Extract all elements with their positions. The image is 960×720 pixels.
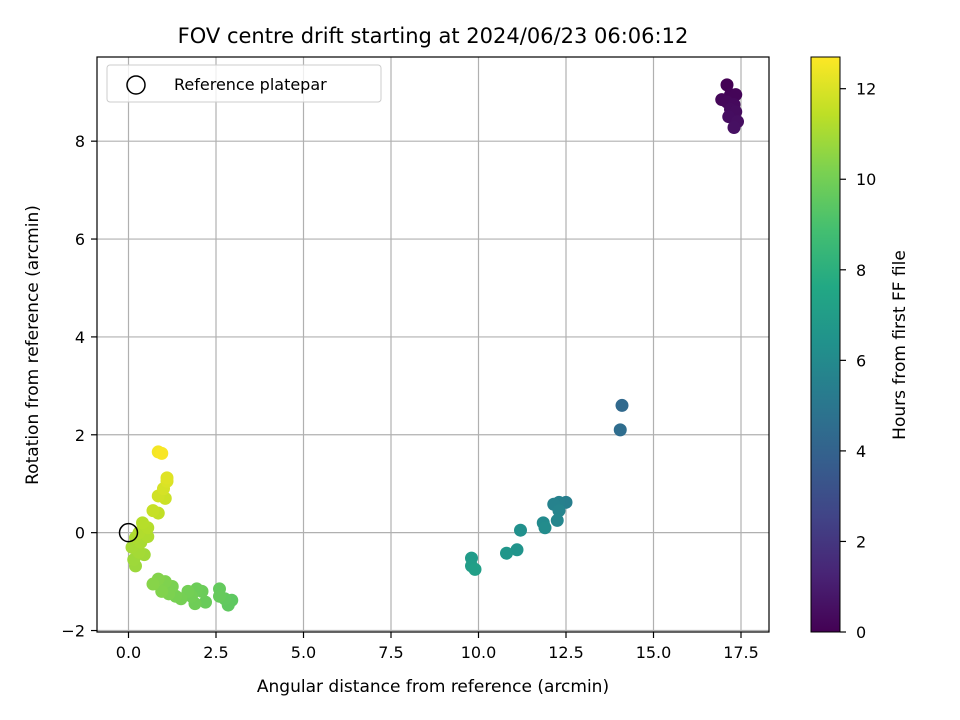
colorbar-label: Hours from first FF file [890,250,910,440]
x-tick-label: 5.0 [291,643,316,662]
chart-title: FOV centre drift starting at 2024/06/23 … [178,24,689,48]
data-point [160,471,174,485]
x-tick-label: 12.5 [548,643,584,662]
y-axis-ticks: −2 0 2 4 6 8 [61,132,97,641]
data-points [125,78,744,612]
colorbar-tick-label: 2 [856,532,866,551]
data-point [500,546,513,560]
x-tick-label: 0.0 [116,643,141,662]
colorbar-tick-label: 12 [856,80,876,99]
colorbar-tick-label: 10 [856,170,876,189]
colorbar-tick-label: 6 [856,351,866,370]
data-point [146,504,160,518]
grid-lines [97,57,769,632]
legend: Reference platepar [106,64,382,103]
x-axis-ticks: 0.0 2.5 5.0 7.5 10.0 12.5 15.0 17.5 [116,632,759,662]
x-axis-label: Angular distance from reference (arcmin) [257,677,609,697]
legend-box [106,64,382,103]
x-tick-label: 2.5 [203,643,228,662]
y-axis-label: Rotation from reference (arcmin) [23,205,43,485]
x-tick-label: 17.5 [723,643,759,662]
data-point [720,78,734,92]
data-point [514,523,527,537]
data-point [613,423,627,437]
y-tick-label: 6 [75,230,85,249]
reference-platepar-marker [118,522,139,543]
x-tick-label: 7.5 [378,643,403,662]
colorbar-ticks: 0 2 4 6 8 10 12 [840,80,876,642]
data-point [136,516,149,530]
colorbar-gradient [810,56,841,633]
plot-frame [96,56,770,633]
x-tick-label: 15.0 [636,643,672,662]
data-point [615,398,629,412]
legend-entry-reference-platepar: Reference platepar [174,75,327,94]
data-point [146,577,160,591]
data-point [199,595,212,609]
colorbar-tick-label: 8 [856,261,866,280]
data-point [510,543,524,557]
colorbar-tick-label: 0 [856,623,866,642]
x-tick-label: 10.0 [461,643,497,662]
y-tick-label: 8 [75,132,85,151]
data-point [155,584,169,598]
y-tick-label: 4 [75,328,85,347]
colorbar: 0 2 4 6 8 10 12 Hours from first FF file [810,56,910,642]
data-point [550,513,564,527]
data-point [538,521,552,535]
data-point [155,446,169,460]
y-tick-label: 0 [75,524,85,543]
legend-marker [126,75,146,95]
data-point [468,562,482,576]
data-point [213,589,226,603]
data-point [729,88,743,102]
data-point [727,120,741,134]
colorbar-tick-label: 4 [856,442,866,461]
y-tick-label: −2 [61,622,85,641]
data-point [552,504,566,518]
y-tick-label: 2 [75,426,85,445]
